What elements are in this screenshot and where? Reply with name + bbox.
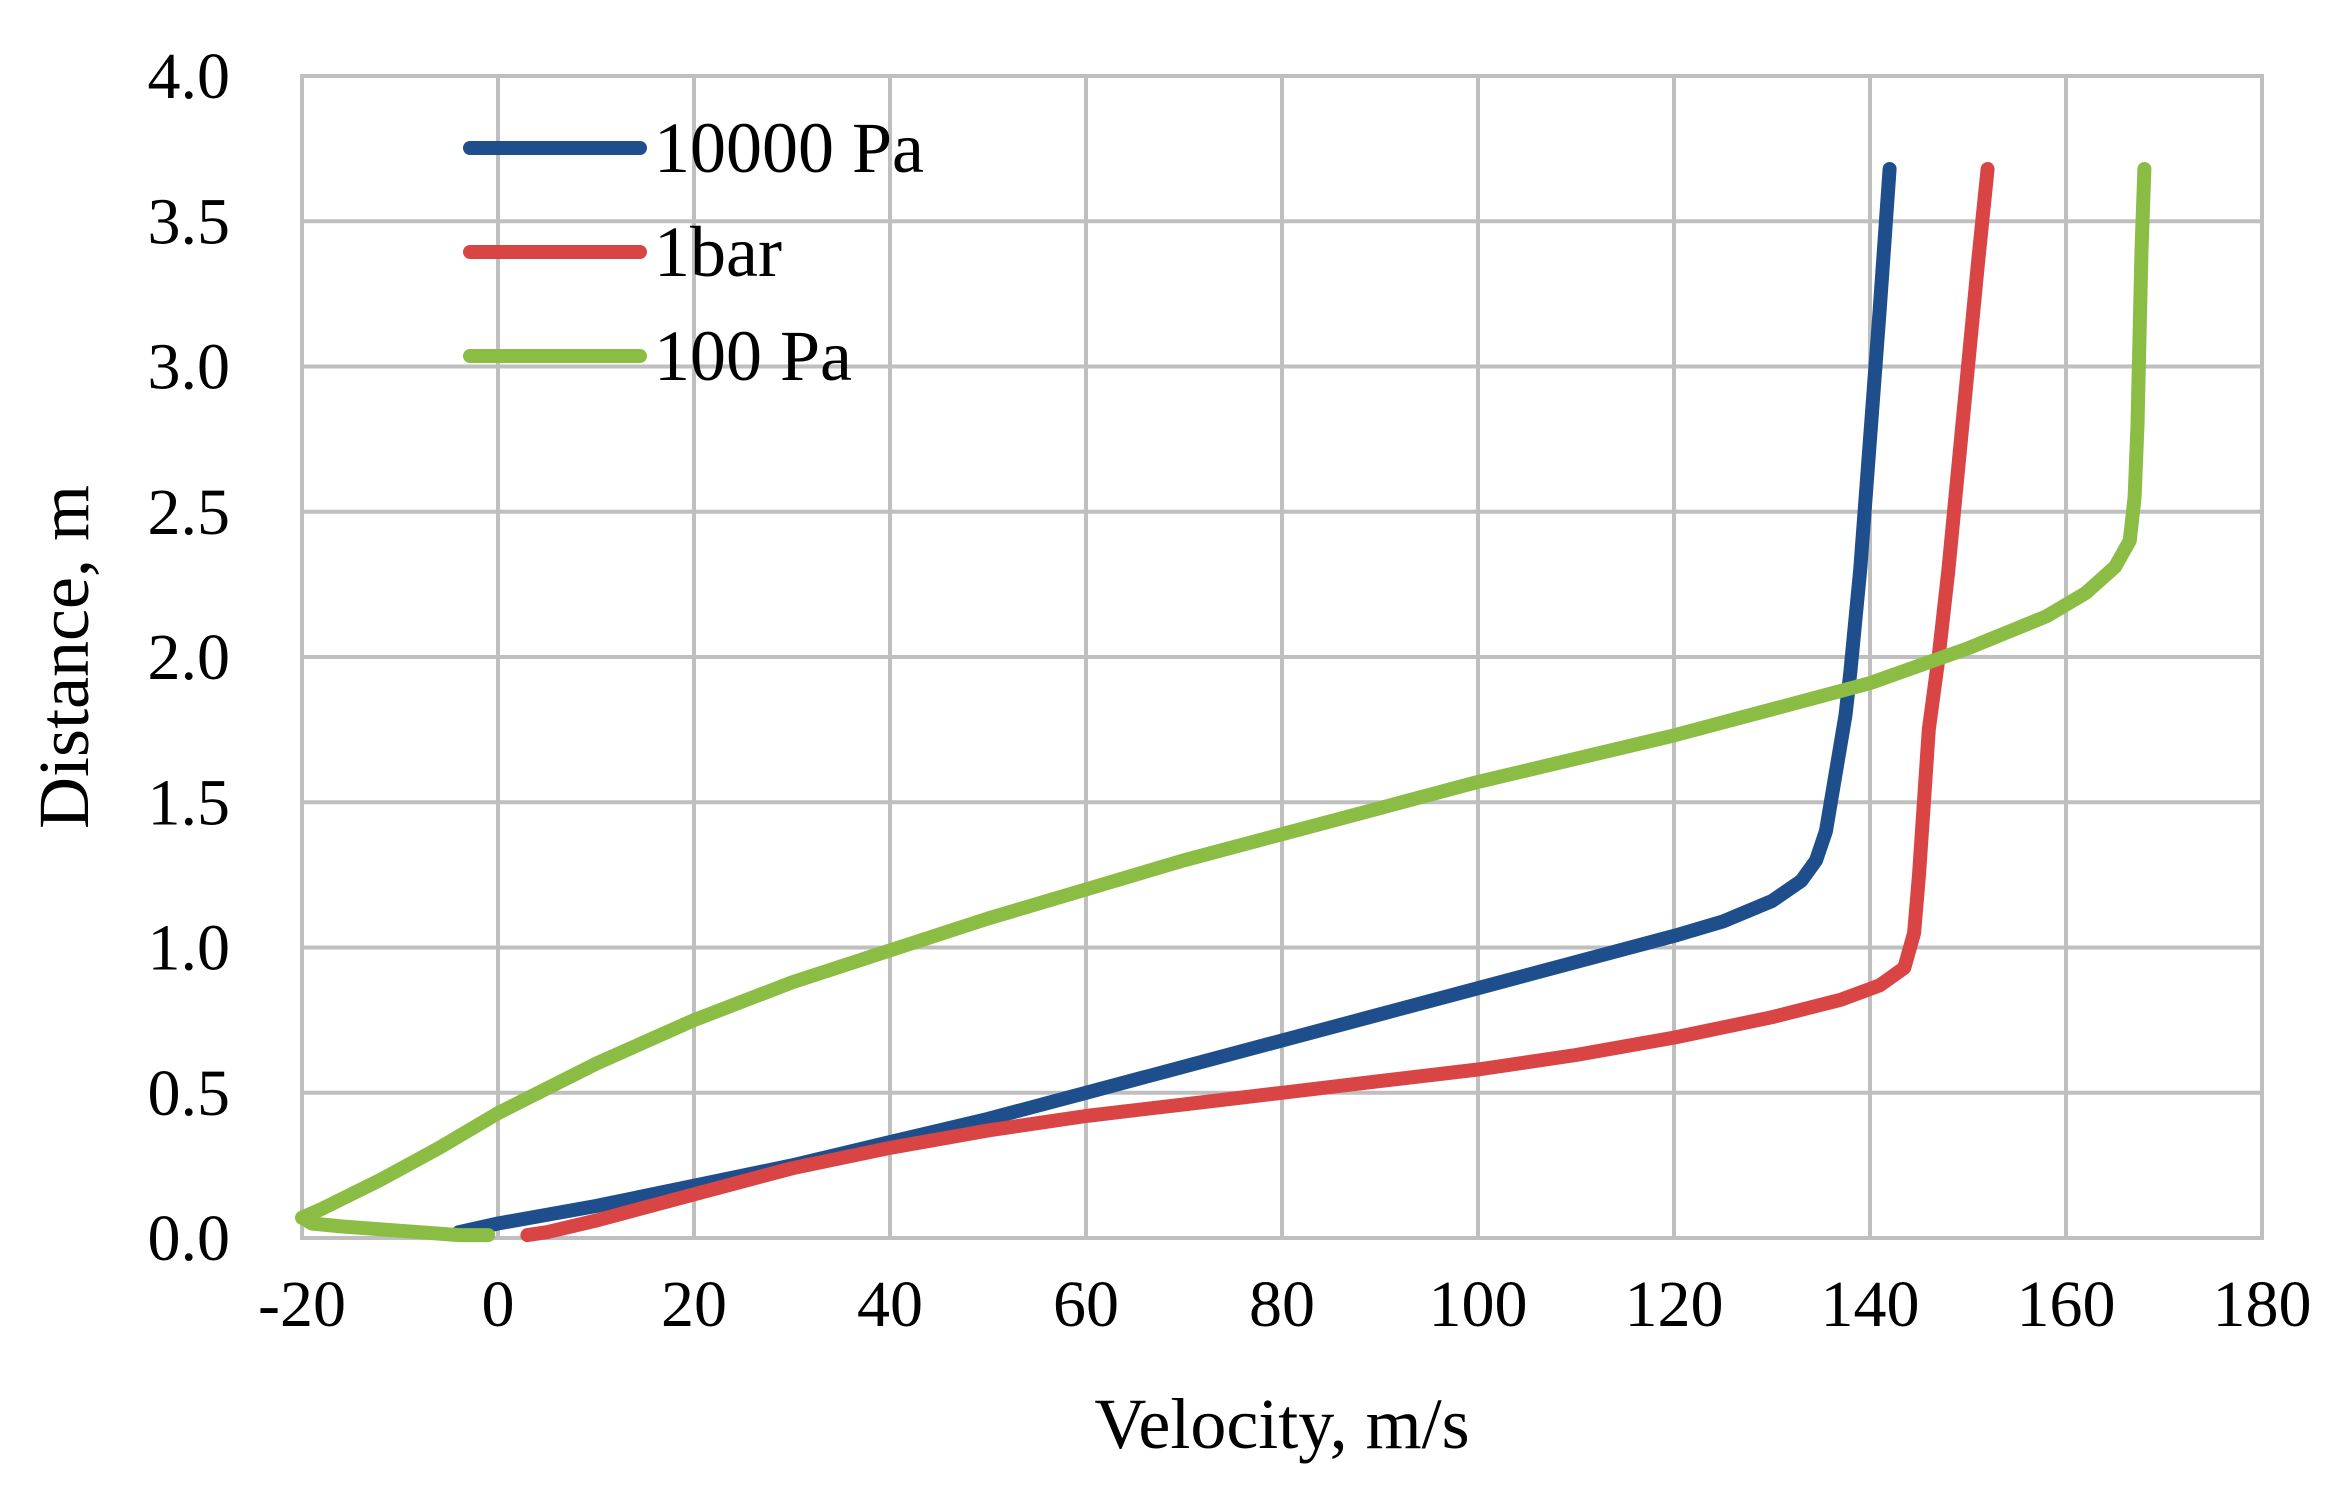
x-tick-label: 80 bbox=[1249, 1268, 1315, 1341]
series-line-1 bbox=[520, 162, 1995, 1243]
y-tick-label: 1.0 bbox=[148, 912, 231, 985]
y-tick-label: 0.0 bbox=[148, 1202, 231, 1275]
plot-area-border bbox=[300, 74, 2264, 1240]
y-tick-label: 3.5 bbox=[148, 185, 231, 258]
y-tick-label: 1.5 bbox=[148, 766, 231, 839]
x-tick-label: 60 bbox=[1053, 1268, 1119, 1341]
series-line-2 bbox=[295, 162, 2152, 1243]
x-tick-label: 180 bbox=[2213, 1268, 2312, 1341]
legend: 10000 Pa 1bar 100 Pa bbox=[463, 108, 924, 396]
series-lines bbox=[295, 162, 2152, 1243]
legend-label: 10000 Pa bbox=[654, 108, 924, 188]
x-tick-label: 20 bbox=[661, 1268, 727, 1341]
x-tick-label: 100 bbox=[1429, 1268, 1528, 1341]
legend-label: 1bar bbox=[654, 212, 782, 292]
x-tick-label: 160 bbox=[2017, 1268, 2116, 1341]
y-axis-label: Distance, m bbox=[24, 485, 104, 829]
y-tick-label: 2.0 bbox=[148, 621, 231, 694]
x-axis-tick-labels: -20 0 20 40 60 80 100 120 140 160 180 bbox=[258, 1268, 2311, 1341]
x-tick-label: -20 bbox=[258, 1268, 346, 1341]
y-tick-label: 0.5 bbox=[148, 1057, 231, 1130]
y-tick-label: 3.0 bbox=[148, 331, 231, 404]
x-tick-label: 140 bbox=[1821, 1268, 1920, 1341]
y-tick-label: 2.5 bbox=[148, 476, 231, 549]
x-tick-label: 0 bbox=[482, 1268, 515, 1341]
x-tick-label: 120 bbox=[1625, 1268, 1724, 1341]
y-axis-tick-labels: 0.0 0.5 1.0 1.5 2.0 2.5 3.0 3.5 4.0 bbox=[148, 40, 231, 1275]
y-tick-label: 4.0 bbox=[148, 40, 231, 113]
x-axis-label: Velocity, m/s bbox=[1094, 1384, 1469, 1464]
x-tick-label: 40 bbox=[857, 1268, 923, 1341]
legend-label: 100 Pa bbox=[654, 316, 852, 396]
